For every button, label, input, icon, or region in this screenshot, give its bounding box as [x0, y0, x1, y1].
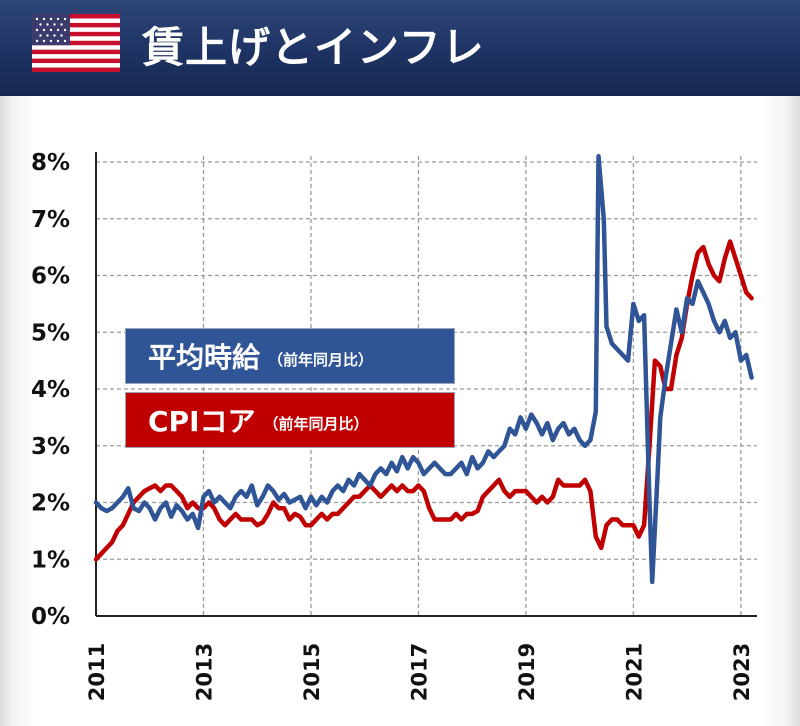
header-bar: 賃上げとインフレ: [0, 0, 800, 96]
legend-item-wage: 平均時給 （前年同月比）: [125, 328, 455, 384]
series-line-wage: [93, 154, 754, 585]
y-tick-label: 4%: [31, 377, 70, 403]
x-tick-label: 2015: [300, 643, 324, 701]
y-tick-label: 8%: [31, 150, 70, 176]
y-tick-label: 3%: [31, 434, 70, 460]
legend-suffix-cpi: （前年同月比）: [263, 414, 369, 433]
x-tick-label: 2013: [192, 643, 216, 701]
legend-suffix-wage: （前年同月比）: [268, 350, 374, 369]
chart: 0% 1% 2% 3% 4% 5% 6% 7% 8% 2011 2013 2015 2017 2019 20…: [31, 150, 757, 701]
series-lines: [93, 154, 754, 585]
y-tick-label: 1%: [31, 547, 70, 573]
y-tick-label: 5%: [31, 320, 70, 346]
legend-label-wage: 平均時給: [148, 341, 261, 374]
x-tick-label: 2011: [85, 643, 109, 701]
x-tick-label: 2017: [407, 643, 431, 701]
x-tick-label: 2023: [730, 643, 754, 701]
series-line-cpi: [93, 239, 754, 562]
us-flag-icon: [32, 14, 120, 72]
y-tick-label: 2%: [31, 491, 70, 517]
y-tick-label: 6%: [31, 264, 70, 290]
y-tick-label: 7%: [31, 207, 70, 233]
legend-label-cpi: CPIコア: [148, 405, 256, 438]
chart-panel: 0% 1% 2% 3% 4% 5% 6% 7% 8% 2011 2013 2015 2017 2019 20…: [0, 96, 800, 726]
axes: 0% 1% 2% 3% 4% 5% 6% 7% 8% 2011 2013 2015 2017 2019 20…: [31, 150, 757, 701]
x-tick-label: 2019: [515, 643, 539, 701]
y-tick-label: 0%: [31, 604, 70, 630]
page-title: 賃上げとインフレ: [142, 23, 485, 72]
x-tick-label: 2021: [622, 643, 646, 701]
legend-item-cpi: CPIコア （前年同月比）: [125, 392, 455, 448]
grid: [96, 156, 757, 616]
